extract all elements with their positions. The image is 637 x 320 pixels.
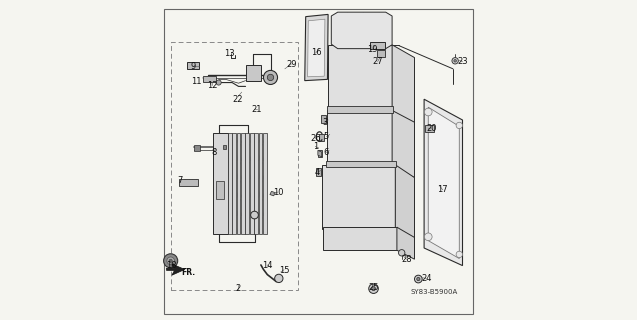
Polygon shape bbox=[241, 133, 245, 234]
Polygon shape bbox=[428, 107, 459, 259]
Bar bbox=[187, 62, 199, 69]
Text: 24: 24 bbox=[421, 274, 432, 283]
Circle shape bbox=[169, 259, 172, 262]
Polygon shape bbox=[318, 150, 322, 157]
Text: 12: 12 bbox=[207, 81, 217, 90]
Circle shape bbox=[275, 274, 283, 283]
Text: 3: 3 bbox=[322, 118, 327, 127]
Text: 15: 15 bbox=[279, 266, 289, 275]
Bar bbox=[222, 145, 226, 149]
Text: 9: 9 bbox=[190, 62, 196, 71]
Polygon shape bbox=[326, 161, 396, 167]
Circle shape bbox=[424, 108, 432, 116]
Text: 23: 23 bbox=[457, 57, 468, 66]
Bar bbox=[369, 42, 385, 49]
Text: 16: 16 bbox=[311, 48, 321, 57]
Text: 27: 27 bbox=[373, 57, 383, 66]
Text: 14: 14 bbox=[262, 261, 273, 270]
Text: SY83-B5900A: SY83-B5900A bbox=[411, 289, 458, 295]
Bar bbox=[216, 181, 224, 199]
Polygon shape bbox=[228, 133, 232, 234]
Bar bbox=[245, 65, 261, 81]
Polygon shape bbox=[331, 12, 392, 49]
Polygon shape bbox=[250, 133, 254, 234]
Bar bbox=[376, 50, 385, 57]
Circle shape bbox=[399, 250, 405, 256]
Polygon shape bbox=[322, 165, 396, 229]
Text: 13: 13 bbox=[224, 49, 235, 58]
Text: 7: 7 bbox=[178, 176, 183, 185]
Polygon shape bbox=[254, 133, 258, 234]
Circle shape bbox=[371, 287, 375, 291]
Polygon shape bbox=[263, 133, 267, 234]
Text: 4: 4 bbox=[314, 168, 320, 177]
Polygon shape bbox=[324, 227, 397, 250]
Polygon shape bbox=[259, 133, 262, 234]
Circle shape bbox=[452, 58, 459, 64]
Circle shape bbox=[454, 60, 457, 62]
Polygon shape bbox=[166, 264, 185, 275]
Circle shape bbox=[417, 277, 420, 281]
Text: 5: 5 bbox=[324, 132, 329, 141]
Text: 20: 20 bbox=[426, 124, 437, 132]
Polygon shape bbox=[321, 115, 326, 123]
Circle shape bbox=[268, 74, 274, 81]
Circle shape bbox=[369, 284, 378, 293]
Polygon shape bbox=[245, 133, 249, 234]
Text: 25: 25 bbox=[368, 284, 379, 292]
Polygon shape bbox=[392, 110, 415, 178]
Polygon shape bbox=[233, 133, 236, 234]
Text: 11: 11 bbox=[191, 77, 201, 86]
Text: 1: 1 bbox=[313, 142, 318, 151]
Bar bbox=[203, 76, 216, 82]
Polygon shape bbox=[328, 45, 392, 112]
Text: 8: 8 bbox=[211, 148, 217, 157]
Text: FR.: FR. bbox=[181, 268, 195, 277]
Circle shape bbox=[456, 122, 462, 129]
Circle shape bbox=[167, 257, 175, 265]
Circle shape bbox=[264, 70, 278, 84]
Circle shape bbox=[415, 275, 422, 283]
Bar bbox=[194, 145, 200, 151]
Polygon shape bbox=[327, 106, 393, 113]
Polygon shape bbox=[392, 45, 415, 125]
Text: 10: 10 bbox=[273, 188, 283, 197]
Polygon shape bbox=[308, 19, 325, 77]
Text: 17: 17 bbox=[438, 185, 448, 194]
Circle shape bbox=[164, 254, 178, 268]
Text: 19: 19 bbox=[367, 45, 378, 54]
Circle shape bbox=[456, 251, 462, 258]
Text: 21: 21 bbox=[252, 105, 262, 114]
Text: 6: 6 bbox=[323, 148, 329, 157]
Bar bbox=[425, 125, 434, 132]
Text: 26: 26 bbox=[310, 134, 320, 143]
Polygon shape bbox=[327, 110, 392, 166]
Circle shape bbox=[251, 211, 259, 219]
Text: 29: 29 bbox=[286, 60, 297, 68]
Polygon shape bbox=[320, 134, 324, 141]
Polygon shape bbox=[316, 168, 321, 176]
Polygon shape bbox=[397, 227, 415, 259]
Text: 2: 2 bbox=[235, 284, 241, 293]
Circle shape bbox=[424, 233, 432, 241]
Text: 28: 28 bbox=[401, 255, 412, 264]
Polygon shape bbox=[270, 191, 275, 196]
Polygon shape bbox=[318, 150, 322, 157]
Text: 18: 18 bbox=[166, 261, 176, 270]
Polygon shape bbox=[237, 133, 240, 234]
Circle shape bbox=[216, 80, 221, 85]
Bar bbox=[179, 179, 198, 186]
Polygon shape bbox=[396, 165, 415, 239]
Bar bbox=[213, 133, 228, 234]
Polygon shape bbox=[304, 14, 328, 81]
Text: 22: 22 bbox=[233, 95, 243, 104]
Polygon shape bbox=[424, 99, 462, 266]
Bar bbox=[171, 42, 297, 290]
